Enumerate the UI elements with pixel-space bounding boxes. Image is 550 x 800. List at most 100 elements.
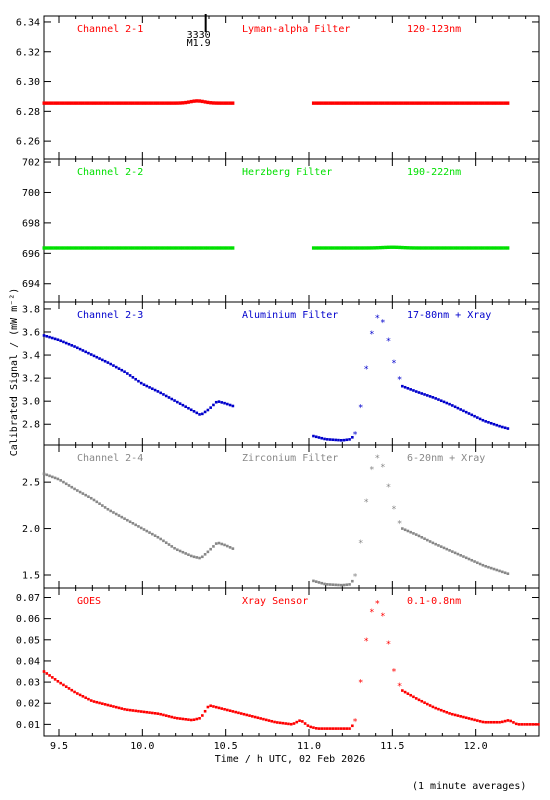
data-point bbox=[56, 680, 60, 683]
data-point bbox=[436, 246, 440, 250]
y-tick-label: 694 bbox=[22, 279, 40, 290]
data-point bbox=[367, 246, 371, 250]
data-point bbox=[312, 726, 315, 729]
data-point bbox=[195, 717, 199, 721]
data-point bbox=[437, 707, 440, 711]
data-point bbox=[184, 717, 187, 721]
data-point bbox=[348, 101, 352, 105]
data-point bbox=[67, 246, 71, 250]
data-point bbox=[103, 703, 107, 706]
data-point bbox=[117, 514, 121, 517]
data-point bbox=[48, 335, 51, 339]
data-point bbox=[217, 541, 221, 545]
data-point bbox=[173, 716, 176, 720]
data-point bbox=[70, 344, 74, 347]
data-point bbox=[217, 400, 221, 403]
data-point bbox=[353, 101, 357, 105]
data-point bbox=[267, 719, 271, 722]
data-point bbox=[112, 511, 115, 514]
data-point bbox=[109, 246, 113, 250]
data-point bbox=[459, 101, 463, 105]
data-point bbox=[456, 714, 460, 717]
y-tick-label: 0.07 bbox=[16, 593, 40, 604]
data-point bbox=[345, 583, 349, 587]
data-point bbox=[151, 711, 154, 715]
data-point bbox=[178, 101, 182, 105]
data-point bbox=[326, 727, 329, 730]
data-point bbox=[64, 246, 68, 250]
data-point bbox=[81, 695, 85, 698]
data-point bbox=[395, 245, 399, 250]
data-point bbox=[451, 404, 454, 407]
data-point bbox=[345, 438, 349, 442]
data-point bbox=[178, 402, 182, 405]
data-point bbox=[339, 583, 343, 587]
data-point bbox=[439, 545, 443, 548]
data-point bbox=[84, 246, 88, 250]
data-point bbox=[412, 389, 415, 392]
data-point bbox=[201, 412, 204, 416]
data-point bbox=[470, 101, 474, 105]
data-point bbox=[378, 245, 382, 250]
data-point bbox=[317, 727, 321, 730]
data-point bbox=[73, 345, 76, 348]
data-point bbox=[425, 101, 429, 105]
data-point bbox=[462, 409, 465, 413]
data-point bbox=[142, 246, 146, 250]
data-point bbox=[409, 693, 412, 697]
data-point bbox=[414, 533, 418, 536]
data-point bbox=[484, 564, 487, 568]
data-point bbox=[459, 715, 462, 718]
data-point bbox=[473, 101, 477, 105]
data-point bbox=[184, 552, 187, 555]
data-point bbox=[73, 690, 76, 694]
data-point bbox=[386, 245, 390, 249]
data-point bbox=[448, 246, 452, 250]
data-point: * bbox=[352, 573, 357, 583]
data-point bbox=[106, 246, 110, 250]
filter-label: Lyman-alpha Filter bbox=[242, 24, 350, 35]
data-point bbox=[95, 700, 99, 704]
data-point bbox=[153, 101, 157, 105]
data-point bbox=[334, 101, 338, 105]
data-point bbox=[156, 246, 160, 250]
data-point bbox=[167, 246, 171, 250]
data-point bbox=[459, 408, 462, 411]
data-point bbox=[506, 101, 510, 105]
data-point bbox=[436, 101, 440, 105]
data-point bbox=[453, 713, 457, 717]
data-point bbox=[223, 707, 226, 711]
data-point: * bbox=[352, 718, 357, 728]
series-3: ***** **** bbox=[42, 314, 510, 442]
data-point bbox=[195, 411, 199, 415]
data-point bbox=[361, 246, 365, 250]
data-point bbox=[164, 246, 168, 250]
data-point bbox=[195, 99, 199, 103]
data-point bbox=[148, 531, 151, 534]
data-point bbox=[170, 101, 174, 105]
data-point bbox=[378, 101, 382, 105]
y-axis-label: Calibrated Signal / (mW m⁻²) bbox=[9, 288, 20, 457]
data-point bbox=[200, 246, 204, 250]
data-point bbox=[59, 339, 62, 343]
data-point bbox=[351, 724, 354, 728]
data-point bbox=[167, 543, 171, 546]
data-point bbox=[359, 101, 363, 105]
data-point bbox=[175, 101, 179, 105]
data-point bbox=[464, 716, 468, 720]
data-point bbox=[120, 368, 124, 372]
data-point: * bbox=[386, 483, 391, 493]
data-point bbox=[431, 541, 435, 545]
y-tick-label: 700 bbox=[22, 188, 40, 199]
data-point bbox=[51, 475, 54, 479]
data-point bbox=[187, 406, 190, 410]
x-tick-label: 10.5 bbox=[214, 741, 238, 752]
data-point bbox=[323, 246, 327, 250]
data-point bbox=[114, 512, 118, 516]
data-point bbox=[42, 101, 46, 105]
data-point bbox=[53, 476, 57, 480]
data-point bbox=[411, 101, 415, 105]
data-point bbox=[101, 702, 104, 705]
data-point bbox=[201, 555, 204, 559]
data-point bbox=[423, 701, 426, 704]
